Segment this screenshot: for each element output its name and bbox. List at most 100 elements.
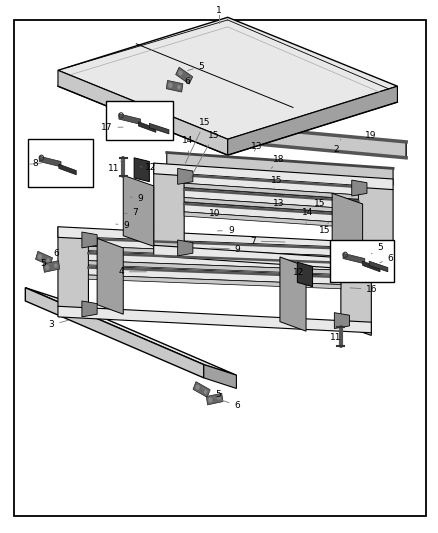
Polygon shape bbox=[119, 114, 141, 124]
Text: 9: 9 bbox=[131, 194, 144, 203]
Polygon shape bbox=[184, 212, 358, 228]
Text: 1: 1 bbox=[216, 6, 222, 15]
Circle shape bbox=[45, 265, 49, 270]
Polygon shape bbox=[178, 240, 193, 256]
Circle shape bbox=[178, 70, 183, 76]
Text: 7: 7 bbox=[250, 237, 285, 246]
Polygon shape bbox=[154, 163, 393, 190]
Circle shape bbox=[385, 262, 388, 266]
Polygon shape bbox=[58, 227, 88, 317]
Polygon shape bbox=[88, 237, 341, 256]
Text: 8: 8 bbox=[32, 159, 38, 167]
Text: 14: 14 bbox=[302, 208, 313, 224]
Polygon shape bbox=[166, 80, 183, 92]
Circle shape bbox=[204, 390, 207, 394]
Text: 4: 4 bbox=[118, 268, 147, 276]
Polygon shape bbox=[368, 249, 385, 262]
Polygon shape bbox=[184, 174, 358, 195]
Text: 3: 3 bbox=[49, 320, 68, 329]
Text: 7: 7 bbox=[124, 208, 138, 217]
Text: 16: 16 bbox=[350, 285, 378, 294]
Polygon shape bbox=[59, 164, 76, 175]
Circle shape bbox=[186, 76, 190, 80]
Polygon shape bbox=[184, 183, 358, 199]
Polygon shape bbox=[184, 188, 358, 209]
Text: 10: 10 bbox=[209, 209, 220, 218]
Polygon shape bbox=[204, 365, 237, 389]
Text: 11: 11 bbox=[329, 329, 341, 342]
Polygon shape bbox=[178, 168, 193, 184]
Polygon shape bbox=[332, 193, 363, 262]
Polygon shape bbox=[184, 198, 358, 214]
Polygon shape bbox=[58, 70, 228, 155]
Polygon shape bbox=[228, 86, 397, 155]
Polygon shape bbox=[352, 180, 367, 196]
Polygon shape bbox=[35, 251, 53, 266]
Polygon shape bbox=[88, 252, 341, 270]
Polygon shape bbox=[88, 266, 341, 285]
Polygon shape bbox=[149, 123, 169, 134]
Polygon shape bbox=[352, 252, 367, 268]
Text: 6: 6 bbox=[380, 254, 393, 263]
Polygon shape bbox=[176, 67, 193, 84]
Text: 9: 9 bbox=[116, 221, 129, 230]
Text: 18: 18 bbox=[271, 155, 285, 168]
Text: 15: 15 bbox=[314, 199, 326, 208]
Bar bbox=[330, 240, 394, 282]
Circle shape bbox=[177, 85, 180, 89]
Text: 2: 2 bbox=[334, 139, 341, 155]
Text: 9: 9 bbox=[211, 245, 240, 254]
Circle shape bbox=[208, 397, 212, 402]
Circle shape bbox=[54, 263, 57, 268]
Text: 5: 5 bbox=[40, 259, 46, 268]
Polygon shape bbox=[167, 152, 393, 184]
Text: 5: 5 bbox=[188, 62, 205, 70]
Polygon shape bbox=[82, 301, 97, 317]
Text: 5: 5 bbox=[371, 244, 383, 254]
Polygon shape bbox=[369, 261, 388, 272]
Polygon shape bbox=[88, 246, 341, 260]
Polygon shape bbox=[363, 261, 380, 272]
Polygon shape bbox=[280, 257, 306, 331]
Polygon shape bbox=[343, 253, 365, 264]
Polygon shape bbox=[184, 203, 358, 223]
Polygon shape bbox=[334, 244, 350, 260]
Circle shape bbox=[46, 259, 50, 262]
Polygon shape bbox=[43, 261, 60, 272]
Polygon shape bbox=[97, 238, 123, 314]
Bar bbox=[28, 139, 93, 187]
Text: 15: 15 bbox=[271, 176, 282, 188]
Text: 6: 6 bbox=[178, 77, 191, 86]
Text: 12: 12 bbox=[293, 268, 304, 277]
Polygon shape bbox=[341, 245, 371, 335]
Polygon shape bbox=[334, 313, 350, 328]
Text: 11: 11 bbox=[108, 159, 122, 173]
Text: 6: 6 bbox=[48, 249, 59, 265]
Polygon shape bbox=[206, 393, 223, 405]
Text: 17: 17 bbox=[101, 123, 123, 132]
Polygon shape bbox=[154, 163, 184, 256]
Circle shape bbox=[379, 255, 382, 260]
Polygon shape bbox=[39, 156, 61, 167]
Polygon shape bbox=[58, 227, 371, 253]
Polygon shape bbox=[154, 245, 393, 272]
Text: 13: 13 bbox=[273, 199, 285, 208]
Polygon shape bbox=[58, 306, 371, 333]
Text: 15: 15 bbox=[190, 131, 219, 179]
Text: 13: 13 bbox=[251, 142, 263, 151]
Circle shape bbox=[376, 264, 380, 270]
Text: 9: 9 bbox=[217, 226, 233, 235]
Polygon shape bbox=[82, 232, 97, 248]
Polygon shape bbox=[134, 158, 149, 182]
Polygon shape bbox=[88, 275, 341, 289]
Circle shape bbox=[38, 254, 42, 260]
Text: 19: 19 bbox=[365, 131, 376, 140]
Circle shape bbox=[370, 252, 374, 257]
Text: 15: 15 bbox=[318, 222, 330, 236]
Bar bbox=[106, 101, 173, 140]
Text: 15: 15 bbox=[185, 118, 210, 163]
Polygon shape bbox=[25, 288, 237, 375]
Text: 12: 12 bbox=[141, 163, 156, 172]
Polygon shape bbox=[25, 288, 204, 378]
Polygon shape bbox=[193, 382, 210, 398]
